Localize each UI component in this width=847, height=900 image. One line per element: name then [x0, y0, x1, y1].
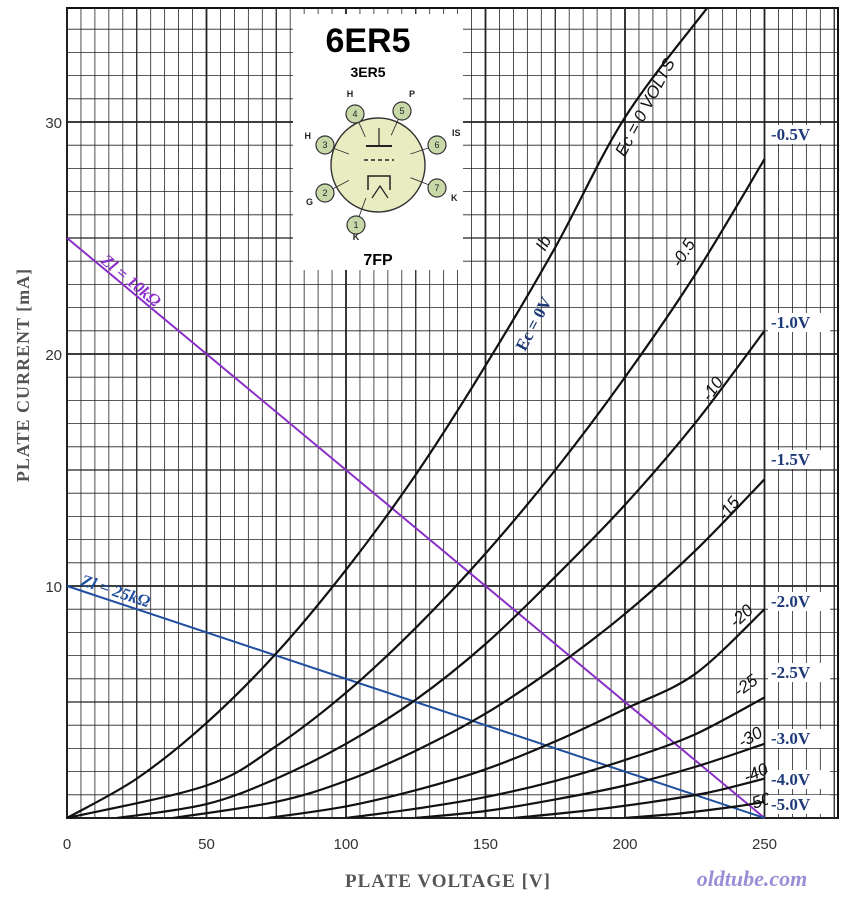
grid-voltage-label: -4.0V: [771, 770, 811, 789]
tube-title: 6ER5: [325, 22, 410, 60]
base-pin-label: H: [305, 131, 312, 141]
base-pin-2: [315, 183, 335, 203]
grid-label-background: [768, 729, 830, 748]
grid-label-background: [768, 125, 830, 144]
x-tick-label: 100: [333, 836, 358, 853]
curve-series-7: [513, 777, 765, 818]
curve-series-8: [624, 800, 765, 818]
grid-label-background: [768, 663, 830, 682]
grid-voltage-label: -1.5V: [771, 450, 811, 469]
base-type-label: 7FP: [363, 252, 393, 269]
base-pin-5: [392, 101, 412, 121]
watermark: oldtube.com: [697, 866, 808, 891]
curve-series-1: [67, 158, 766, 818]
grid-voltage-label: -2.5V: [771, 663, 811, 682]
curve-series-0: [67, 8, 709, 818]
base-pin-6: [427, 135, 447, 155]
tube-subtitle: 3ER5: [350, 64, 385, 80]
base-pin-label: K: [353, 232, 360, 242]
x-tick-label: 50: [198, 836, 215, 853]
grid-label-background: [768, 770, 830, 789]
grid-voltage-label: -3.0V: [771, 729, 811, 748]
base-pin-number: 2: [322, 188, 327, 198]
y-tick-label: 30: [45, 115, 62, 132]
curve-series-5: [345, 696, 766, 818]
base-pin-number: 5: [399, 106, 404, 116]
grid-label-background: [768, 795, 830, 814]
base-pin-label: P: [409, 89, 415, 99]
base-pin-4: [345, 104, 365, 124]
x-tick-label: 200: [612, 836, 637, 853]
grid-label-background: [768, 313, 830, 332]
grid-label-background: [768, 450, 830, 469]
base-pin-label: IS: [452, 128, 461, 138]
curve-series-2: [117, 330, 766, 818]
y-tick-label: 10: [45, 579, 62, 596]
load-line-1: [66, 237, 766, 819]
base-pin-number: 1: [353, 220, 358, 230]
x-tick-label: 150: [473, 836, 498, 853]
grid-voltage-curves: [67, 8, 766, 818]
x-tick-label: 0: [63, 836, 71, 853]
curve-series-3: [172, 478, 766, 818]
base-pin-label: K: [451, 193, 458, 203]
grid-voltage-label: -0.5V: [771, 125, 811, 144]
tube-envelope: [330, 117, 426, 213]
x-axis-title: PLATE VOLTAGE [V]: [345, 871, 551, 892]
base-pin-number: 6: [434, 140, 439, 150]
grid-voltage-label: -1.0V: [771, 313, 811, 332]
base-pin-number: 4: [352, 109, 357, 119]
cathode-electrode: [367, 175, 391, 190]
base-pin-number: 7: [434, 183, 439, 193]
base-pin-label: G: [306, 197, 313, 207]
curve-series-6: [415, 742, 765, 818]
y-tick-label: 20: [45, 347, 62, 364]
base-pin-1: [346, 215, 366, 235]
curve-series-4: [267, 608, 766, 818]
base-pin-label: H: [347, 89, 354, 99]
grid-label-background: [768, 592, 830, 611]
heater-element: [371, 184, 389, 199]
chart-axes: 0 50 100 150 200 250 10 20 30: [45, 115, 777, 853]
x-tick-label: 250: [752, 836, 777, 853]
base-pin-number: 3: [322, 140, 327, 150]
y-axis-title: PLATE CURRENT [mA]: [13, 268, 33, 482]
grid-voltage-label: -2.0V: [771, 592, 811, 611]
base-pin-3: [315, 135, 335, 155]
grid-voltage-label: -5.0V: [771, 795, 811, 814]
base-pin-7: [427, 178, 447, 198]
